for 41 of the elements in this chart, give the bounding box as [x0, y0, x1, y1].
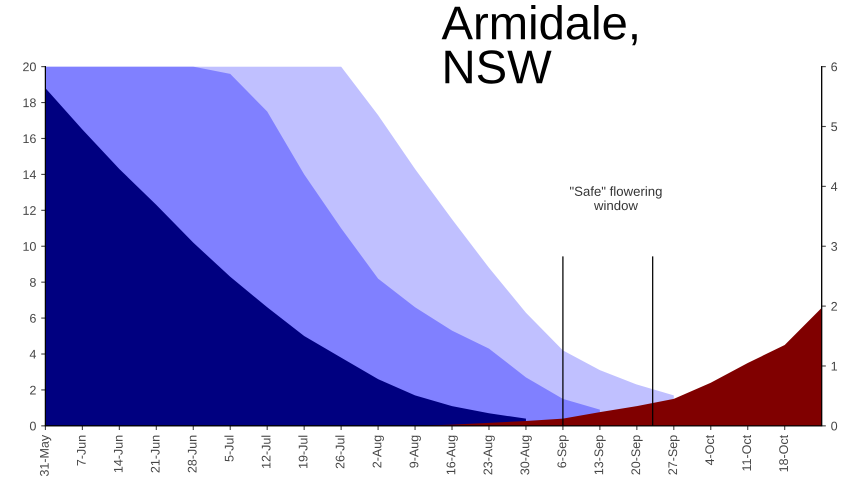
- y2-tick-label: 2: [831, 302, 838, 311]
- x-tick-label: 19-Jul: [298, 436, 308, 468]
- y2-tick-label: 3: [831, 242, 838, 251]
- y2-tick-label: 4: [830, 182, 838, 191]
- y-tick-label: 10: [23, 242, 36, 251]
- x-tick-label: 6-Sep: [557, 435, 569, 468]
- y-tick-label: 20: [23, 62, 36, 72]
- y2-tick-label: 6: [831, 62, 838, 72]
- x-tick-label: 28-Jun: [188, 436, 197, 472]
- y-tick-label: 8: [30, 278, 36, 287]
- annotation: "Safe" flowering window: [570, 186, 662, 210]
- x-tick-label: 4-Oct: [705, 434, 714, 466]
- chart-title: Armidale, NSW: [442, 5, 637, 84]
- y-tick-label: 12: [23, 206, 36, 215]
- x-tick-label: 23-Aug: [483, 436, 495, 475]
- x-tick-label: 5-Jul: [224, 436, 234, 462]
- x-tick-label: 21-Jun: [150, 436, 160, 472]
- y-tick-label: 6: [30, 314, 36, 323]
- x-tick-label: 9-Aug: [410, 436, 421, 468]
- y-tick-label: 2: [30, 386, 36, 394]
- x-tick-label: 11-Oct: [742, 434, 752, 471]
- x-tick-label: 14-Jun: [114, 436, 123, 472]
- x-tick-label: 31-May: [40, 434, 52, 476]
- y-tick-label: 14: [23, 170, 36, 179]
- x-tick-label: 30-Aug: [520, 436, 532, 475]
- y-tick-label: 4: [30, 350, 36, 359]
- y-tick-label: 18: [23, 98, 36, 108]
- x-tick-label: 13-Sep: [594, 435, 606, 474]
- y2-tick-label: 1: [832, 362, 838, 371]
- x-tick-label: 20-Sep: [631, 435, 643, 475]
- x-tick-label: 16-Aug: [446, 436, 458, 474]
- x-tick-label: 12-Jul: [261, 436, 271, 468]
- x-tick-label: 7-Jun: [77, 436, 86, 466]
- y2-tick-label: 5: [831, 122, 838, 132]
- x-tick-label: 2-Aug: [372, 436, 384, 468]
- y2-tick-label: 0: [831, 422, 838, 430]
- x-tick-label: 18-Oct: [779, 434, 788, 472]
- x-tick-label: 26-Jul: [335, 436, 344, 468]
- y-tick-label: 0: [30, 422, 36, 430]
- y-tick-label: 16: [23, 134, 36, 144]
- x-tick-label: 27-Sep: [668, 435, 680, 475]
